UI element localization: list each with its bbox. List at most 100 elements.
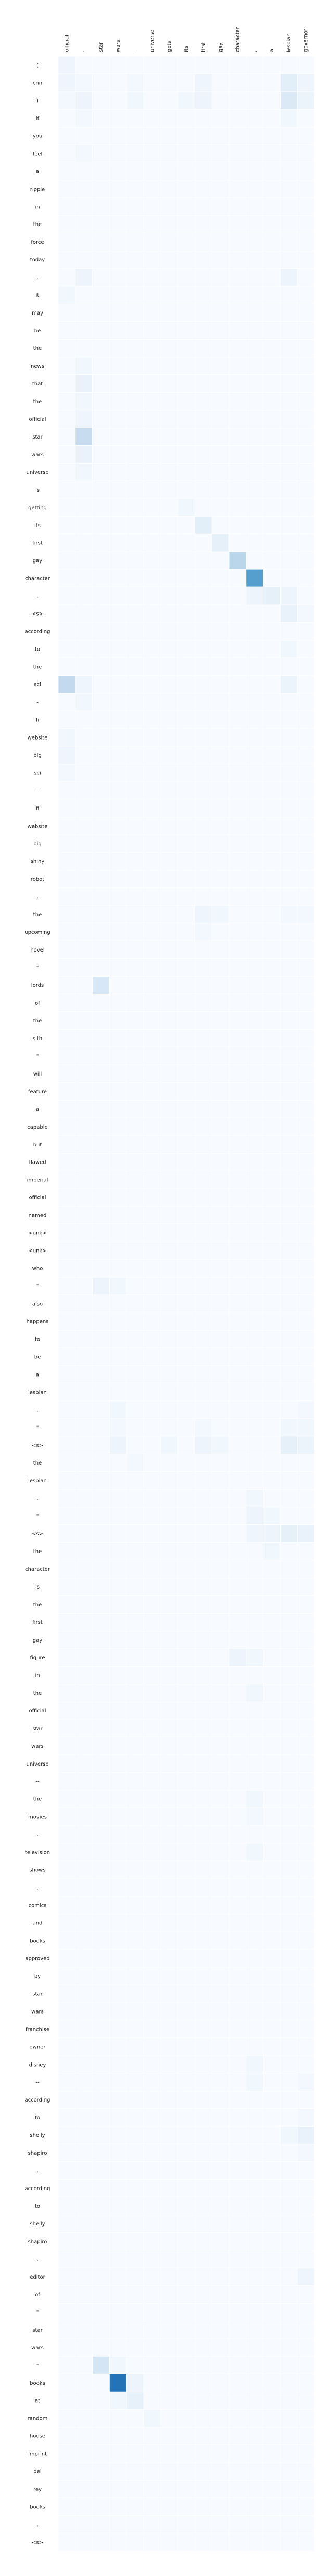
heatmap-cell (109, 1967, 127, 1985)
heatmap-cell (75, 180, 93, 198)
heatmap-cell (75, 2497, 93, 2516)
heatmap-cell (58, 958, 76, 977)
heatmap-cell (228, 657, 247, 676)
heatmap-cell (297, 1029, 315, 1047)
heatmap-cell (143, 1277, 161, 1295)
heatmap-cell (126, 1648, 144, 1667)
heatmap-cell (297, 1931, 315, 1950)
heatmap-cell (126, 2144, 144, 2162)
heatmap-cell (228, 1383, 247, 1402)
heatmap-cell (92, 657, 110, 676)
heatmap-cell (126, 516, 144, 534)
heatmap-cell (143, 1153, 161, 1171)
heatmap-cell (194, 1011, 212, 1030)
heatmap-cell (92, 1454, 110, 1472)
heatmap-cell (143, 2444, 161, 2463)
heatmap-cell (126, 1613, 144, 1631)
heatmap-cell (246, 1188, 263, 1207)
heatmap-cell (246, 2179, 263, 2197)
heatmap-cell (228, 2320, 247, 2339)
heatmap-cell (126, 1860, 144, 1879)
heatmap-cell (75, 1595, 93, 1614)
y-tick-label: franchise (26, 2027, 49, 2032)
heatmap-cell (143, 1454, 161, 1472)
heatmap-cell (280, 2409, 298, 2428)
y-tick-label: , (36, 2257, 38, 2262)
heatmap-cell (58, 1454, 76, 1472)
heatmap-cell (297, 2409, 315, 2428)
heatmap-cell (75, 2391, 93, 2410)
heatmap-cell (211, 1878, 230, 1897)
heatmap-cell (297, 1825, 315, 1844)
heatmap-cell (297, 1241, 315, 1260)
y-tick-label: and (33, 1921, 43, 1927)
y-tick-label: <unk> (28, 1248, 46, 1254)
heatmap-cell (160, 2020, 178, 2039)
heatmap-cell (75, 516, 93, 534)
heatmap-cell (109, 1560, 127, 1578)
heatmap-cell (143, 905, 161, 924)
heatmap-cell (75, 1135, 93, 1154)
heatmap-cell (194, 1223, 212, 1242)
heatmap-cell (211, 1223, 230, 1242)
heatmap-cell (297, 268, 315, 287)
heatmap-cell (280, 1135, 298, 1154)
heatmap-cell (297, 887, 315, 906)
heatmap-cell (58, 462, 76, 481)
heatmap-cell (194, 622, 212, 641)
heatmap-cell (263, 127, 281, 145)
y-tick-label: is (35, 1584, 40, 1590)
heatmap-cell (246, 2444, 263, 2463)
heatmap-cell (280, 2197, 298, 2215)
heatmap-cell (263, 339, 281, 357)
heatmap-cell (58, 2091, 76, 2109)
x-tick-label: - (133, 50, 138, 52)
y-tick-label: " (36, 1054, 39, 1059)
heatmap-cell (228, 2480, 247, 2498)
heatmap-cell (246, 1082, 263, 1101)
heatmap-cell (177, 1294, 195, 1313)
heatmap-cell (194, 2462, 212, 2481)
heatmap-cell (160, 1736, 178, 1755)
heatmap-cell (160, 2232, 178, 2250)
heatmap-cell (160, 941, 178, 959)
y-tick-label: comics (29, 1903, 47, 1909)
heatmap-cell (143, 693, 161, 711)
heatmap-cell (297, 1578, 315, 1596)
heatmap-cell (177, 1365, 195, 1384)
heatmap-cell (58, 1082, 76, 1101)
heatmap-cell (143, 1578, 161, 1596)
heatmap-cell (92, 2480, 110, 2498)
heatmap-cell (246, 1471, 263, 1490)
y-tick-label: editor (30, 2274, 45, 2280)
heatmap-cell (126, 2055, 144, 2074)
heatmap-cell (280, 1949, 298, 1968)
heatmap-cell (177, 215, 195, 234)
heatmap-cell (228, 1064, 247, 1083)
heatmap-cell (177, 1807, 195, 1826)
heatmap-cell (160, 1719, 178, 1737)
heatmap-cell (177, 1436, 195, 1455)
y-tick-label: first (32, 541, 43, 546)
heatmap-cell (160, 693, 178, 711)
heatmap-cell (58, 887, 76, 906)
heatmap-cell (228, 1843, 247, 1861)
heatmap-cell (109, 2197, 127, 2215)
heatmap-cell (92, 640, 110, 658)
heatmap-cell (160, 2462, 178, 2481)
heatmap-cell (109, 1489, 127, 1508)
heatmap-cell (126, 1754, 144, 1773)
heatmap-cell (280, 2020, 298, 2039)
heatmap-cell (228, 1524, 247, 1543)
heatmap-cell (58, 1560, 76, 1578)
heatmap-cell (194, 321, 212, 340)
heatmap-cell (126, 1471, 144, 1490)
heatmap-cell (297, 976, 315, 994)
heatmap-cell (177, 2356, 195, 2374)
heatmap-cell (109, 817, 127, 835)
heatmap-cell (263, 1277, 281, 1295)
heatmap-cell (126, 728, 144, 747)
heatmap-cell (194, 2108, 212, 2127)
heatmap-cell (211, 1542, 230, 1560)
heatmap-cell (246, 1524, 263, 1543)
